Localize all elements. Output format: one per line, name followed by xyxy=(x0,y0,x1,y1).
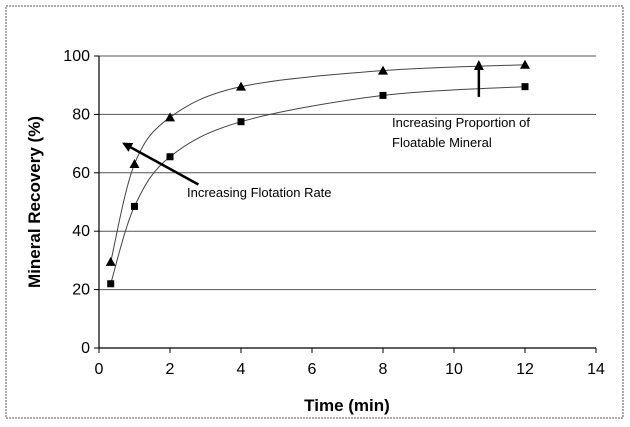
square-point xyxy=(379,91,387,99)
axes xyxy=(94,55,597,353)
square-point xyxy=(131,202,138,210)
triangle-point xyxy=(520,59,530,69)
x-tick-label: 0 xyxy=(95,361,104,378)
gridlines xyxy=(99,55,596,291)
y-tick-label: 100 xyxy=(63,48,90,65)
series-curve xyxy=(110,64,526,262)
chart-border xyxy=(5,5,624,419)
flotation-rate-arrow xyxy=(122,142,200,186)
triangle-point xyxy=(165,112,175,122)
series-curves xyxy=(110,64,526,284)
square-point xyxy=(237,118,245,126)
square-point xyxy=(521,83,529,91)
floatable-mineral-label-line1: Increasing Proportion of xyxy=(392,115,530,130)
y-tick-label: 0 xyxy=(81,340,90,357)
x-tick-label: 8 xyxy=(379,361,388,378)
x-tick-label: 2 xyxy=(166,361,175,378)
x-tick-label: 6 xyxy=(308,361,317,378)
y-tick-label: 40 xyxy=(72,223,90,240)
x-axis-title: Time (min) xyxy=(304,396,390,415)
triangle-point xyxy=(378,65,388,75)
triangle-point xyxy=(129,159,140,169)
plot-area xyxy=(99,56,596,348)
y-axis-title: Mineral Recovery (%) xyxy=(25,116,44,288)
annotations: Increasing Flotation Rate Increasing Prop… xyxy=(122,60,530,200)
series-points xyxy=(105,59,530,288)
x-tick-labels: 0 2 4 6 8 10 12 14 xyxy=(95,361,605,378)
y-tick-labels: 0 20 40 60 80 100 xyxy=(63,48,90,357)
x-tick-label: 10 xyxy=(445,361,463,378)
y-tick-label: 20 xyxy=(72,282,90,299)
floatable-mineral-label-line2: Floatable Mineral xyxy=(392,135,492,150)
triangle-point xyxy=(236,81,246,91)
x-tick-label: 14 xyxy=(587,361,605,378)
x-tick-label: 12 xyxy=(516,361,534,378)
flotation-rate-label: Increasing Flotation Rate xyxy=(187,185,332,200)
y-tick-label: 60 xyxy=(72,165,90,182)
y-tick-label: 80 xyxy=(72,106,90,123)
triangle-point xyxy=(105,256,116,266)
series-curve xyxy=(110,86,526,284)
x-tick-label: 4 xyxy=(237,361,246,378)
square-point xyxy=(166,153,174,161)
square-point xyxy=(107,280,115,288)
